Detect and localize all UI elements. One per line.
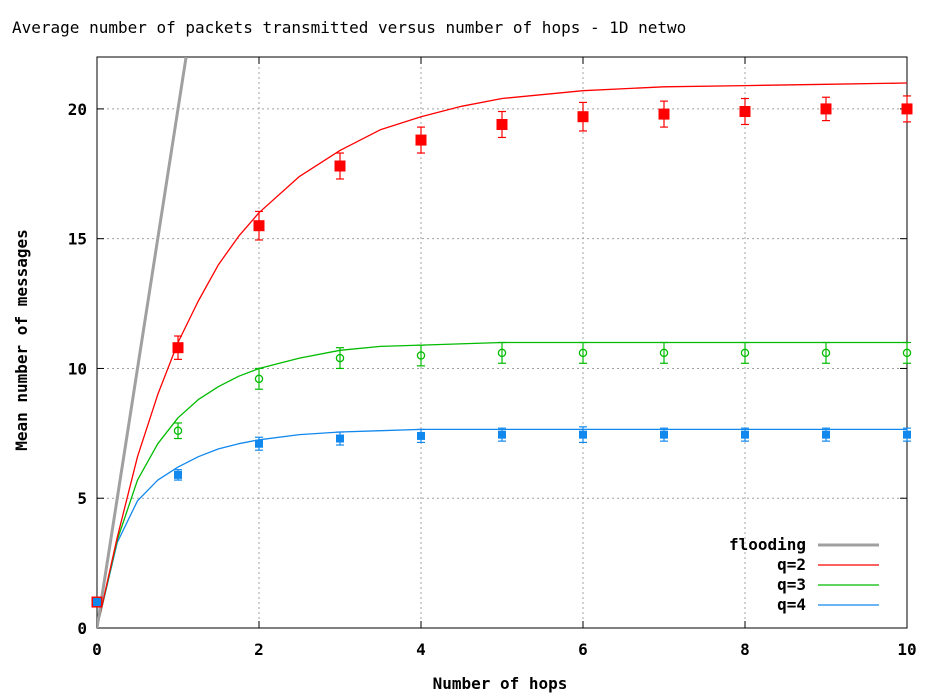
point-marker [579,430,587,439]
y-tick-label: 15 [68,230,87,249]
y-tick-label: 5 [77,489,87,508]
data-point-q4 [255,436,263,451]
data-point-q3 [821,341,831,364]
point-marker [415,134,427,146]
point-marker [739,106,751,118]
point-marker [174,470,182,479]
data-point-q2 [334,152,346,180]
legend-entry: q=3 [777,575,879,594]
y-tick-label: 0 [77,619,87,638]
data-point-q3 [578,341,588,364]
series-line-flooding [97,57,188,628]
data-point-q4 [93,598,101,607]
x-tick-label: 6 [578,640,588,659]
legend-entry: q=4 [777,595,879,614]
data-point-q2 [658,100,670,128]
point-marker [902,348,912,358]
series [91,57,913,628]
y-tick-label: 20 [68,100,87,119]
point-marker [417,431,425,440]
point-marker [741,430,749,439]
data-point-q2 [901,95,913,123]
point-marker [173,426,183,435]
data-point-q2 [496,110,508,139]
point-marker [254,374,264,384]
axis-ticks: 0 2 4 6 8 10 0 5 10 15 20 [68,57,917,659]
point-marker [253,220,265,232]
x-tick-label: 2 [254,640,264,659]
point-marker [820,103,832,115]
data-point-q4 [741,427,749,442]
point-marker [659,348,669,358]
x-tick-label: 4 [416,640,426,659]
point-marker [660,430,668,439]
x-tick-label: 8 [740,640,750,659]
point-marker [497,348,507,358]
point-marker [498,430,506,439]
legend-label: flooding [729,535,806,554]
data-point-q2 [739,97,751,126]
point-marker [822,430,830,439]
data-point-q4 [417,428,425,444]
y-tick-label: 10 [68,359,87,378]
data-point-q3 [173,422,183,440]
chart-title: Average number of packets transmitted ve… [12,18,686,37]
y-axis-label: Mean number of messages [12,229,31,451]
point-marker [577,111,589,123]
point-marker [821,348,831,358]
x-tick-label: 10 [897,640,916,659]
data-point-q4 [579,426,587,444]
legend-label: q=2 [777,555,806,574]
point-marker [336,434,344,443]
point-marker [255,439,263,448]
data-point-q2 [577,101,589,132]
point-marker [416,351,426,360]
point-marker [496,118,508,130]
data-point-q3 [335,347,345,370]
data-point-q4 [903,427,911,442]
legend-label: q=4 [777,595,806,614]
data-point-q2 [415,126,427,154]
data-point-q2 [172,335,184,360]
point-marker [740,348,750,358]
data-point-q3 [254,367,264,390]
point-marker [172,342,184,354]
data-point-q3 [497,341,507,364]
point-marker [334,160,346,172]
point-marker [578,348,588,358]
data-point-q4 [336,431,344,446]
x-axis-label: Number of hops [433,674,568,693]
data-point-q3 [740,341,750,364]
data-point-q2 [820,96,832,122]
legend-entry: flooding [729,535,879,554]
point-marker [335,353,345,363]
point-marker [903,430,911,439]
data-point-q4 [822,427,830,442]
data-point-q3 [416,344,426,367]
legend-entry: q=2 [777,555,879,574]
data-point-q3 [902,341,912,364]
data-point-q4 [174,469,182,481]
point-marker [93,598,101,607]
series-line-q2 [97,82,907,628]
data-point-q3 [659,341,669,364]
data-point-q4 [660,427,668,442]
point-marker [901,103,913,115]
legend-label: q=3 [777,575,806,594]
data-point-q2 [253,210,265,241]
point-marker [658,108,670,120]
data-point-q4 [498,427,506,442]
x-tick-label: 0 [92,640,102,659]
